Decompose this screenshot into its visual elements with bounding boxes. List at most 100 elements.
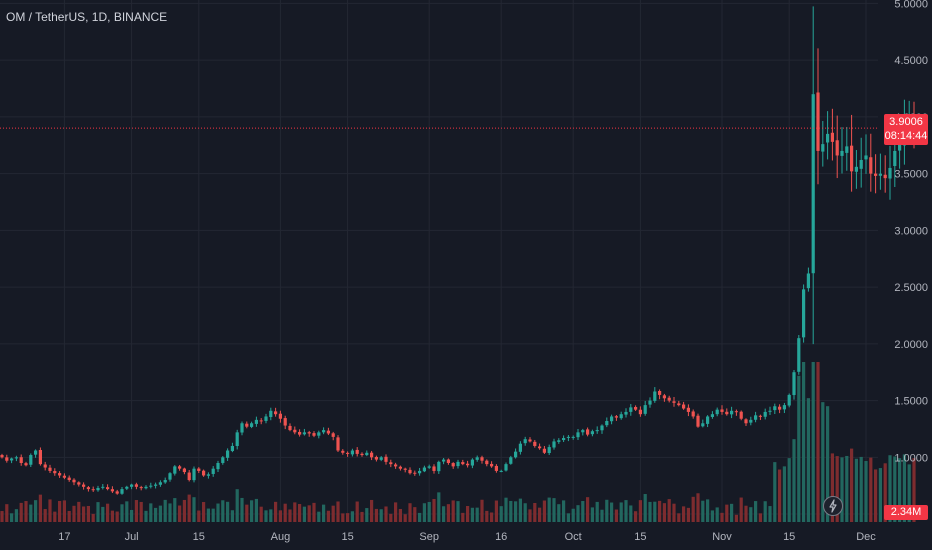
volume-bar xyxy=(67,510,71,522)
candle xyxy=(278,410,282,423)
candle xyxy=(466,460,470,468)
candle-body xyxy=(475,457,479,460)
candle-body xyxy=(48,467,52,471)
candle xyxy=(557,438,561,444)
volume-bar xyxy=(480,499,484,522)
x-tick-label: Jul xyxy=(125,531,139,543)
volume-bar xyxy=(830,453,834,522)
candle xyxy=(413,470,417,476)
candle xyxy=(192,466,196,483)
candle xyxy=(408,467,412,475)
x-axis[interactable]: 17Jul15Aug15Sep16Oct15Nov15Dec16 xyxy=(58,531,932,543)
candle xyxy=(144,485,148,490)
candle-body xyxy=(485,460,489,465)
candle-body xyxy=(888,167,892,179)
candle xyxy=(53,468,57,476)
candle xyxy=(158,480,162,487)
candle xyxy=(706,415,710,428)
volume-bar xyxy=(173,498,177,522)
candle xyxy=(427,464,431,469)
candle xyxy=(307,430,311,437)
candle-body xyxy=(5,457,9,461)
candlesticks xyxy=(0,6,916,495)
candle xyxy=(326,427,330,436)
symbol-title[interactable]: OM / TetherUS, 1D, BINANCE xyxy=(6,10,168,24)
candle xyxy=(355,447,359,457)
candle-body xyxy=(667,397,671,401)
volume-bar xyxy=(197,510,201,522)
candle xyxy=(701,419,705,428)
candle xyxy=(283,415,287,430)
volume-bar xyxy=(682,506,686,522)
x-tick-label: 17 xyxy=(58,531,70,543)
candle xyxy=(715,407,719,417)
volume-bar xyxy=(730,503,734,522)
candle-body xyxy=(638,409,642,415)
candle-body xyxy=(370,452,374,458)
candle xyxy=(182,467,186,475)
candle-body xyxy=(797,338,801,372)
volume-bar xyxy=(154,507,158,522)
candle xyxy=(634,405,638,411)
volume-bar xyxy=(547,497,551,522)
candle-body xyxy=(394,464,398,467)
volume-bar xyxy=(763,501,767,522)
candle-body xyxy=(451,463,455,467)
volume-bar xyxy=(168,503,172,522)
candle xyxy=(259,418,263,425)
candle-body xyxy=(744,419,748,424)
candle-body xyxy=(379,457,383,460)
candle-body xyxy=(374,456,378,460)
candle-body xyxy=(773,406,777,411)
volume-bar xyxy=(394,502,398,522)
volume-bar xyxy=(206,508,210,522)
candle xyxy=(442,457,446,465)
candle-body xyxy=(264,416,268,421)
candle-body xyxy=(235,432,239,446)
volume-bar xyxy=(677,513,681,522)
volume-bar xyxy=(648,501,652,522)
candle xyxy=(638,406,642,417)
candle-body xyxy=(302,432,306,435)
candle-body xyxy=(672,401,676,403)
candle-body xyxy=(322,430,326,433)
volume-bar xyxy=(14,509,18,522)
candle-body xyxy=(461,462,465,465)
volume-bar xyxy=(312,502,316,522)
candle xyxy=(542,446,546,455)
candle xyxy=(264,413,268,424)
volume-bar xyxy=(619,502,623,522)
volume-bar xyxy=(739,497,743,522)
candle xyxy=(653,387,657,403)
candle xyxy=(168,472,172,482)
candle xyxy=(552,438,556,450)
candle xyxy=(826,111,830,160)
candle-body xyxy=(211,468,215,474)
volume-bar xyxy=(379,509,383,522)
volume-bar xyxy=(850,448,854,522)
candle xyxy=(461,459,465,466)
candle xyxy=(730,406,734,419)
volume-bar xyxy=(451,500,455,522)
candle-body xyxy=(701,423,705,427)
volume-bar xyxy=(331,505,335,522)
candle xyxy=(187,469,191,482)
y-axis[interactable]: 0.50001.00001.50002.00002.50003.00003.50… xyxy=(894,0,928,521)
candle-body xyxy=(643,405,647,414)
candle xyxy=(274,407,278,417)
volume-bar xyxy=(734,514,738,522)
candle-body xyxy=(115,491,119,494)
volume-badge: 2.34M xyxy=(884,505,928,520)
candle xyxy=(528,437,532,443)
volume-bar xyxy=(307,505,311,522)
candle xyxy=(744,418,748,426)
volume-bar xyxy=(192,497,196,522)
candle xyxy=(322,427,326,435)
candle-body xyxy=(706,416,710,424)
candle-body xyxy=(869,157,873,174)
lightning-bolt-icon[interactable] xyxy=(823,496,843,516)
volume-bar xyxy=(782,466,786,522)
candle xyxy=(864,134,868,174)
volume-bar xyxy=(869,457,873,522)
